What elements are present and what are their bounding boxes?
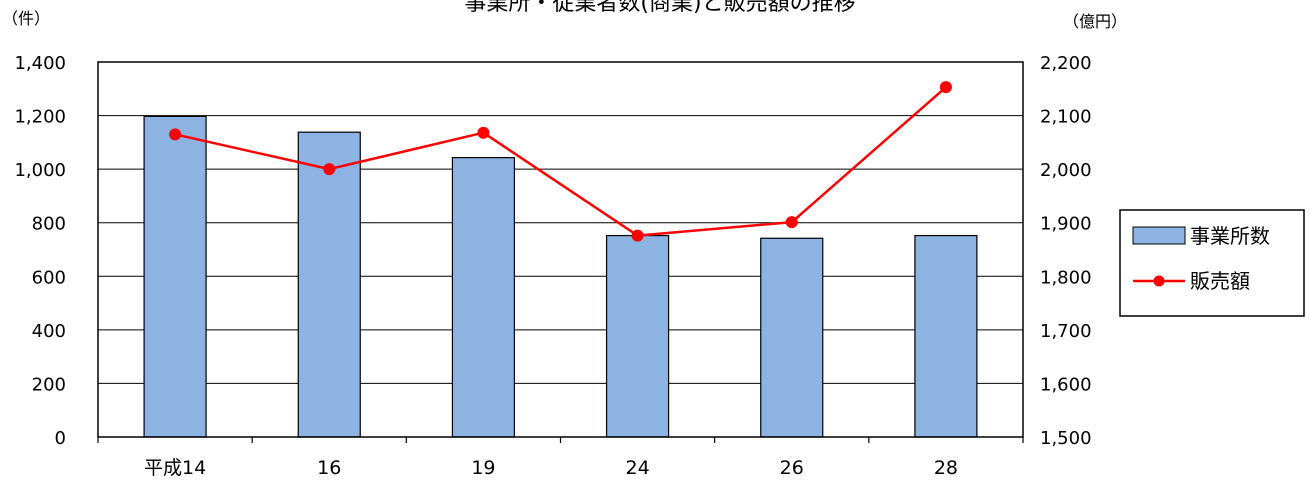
line-point — [785, 216, 798, 229]
bar — [297, 131, 361, 438]
y-right-tick-label: 1,900 — [1040, 214, 1092, 235]
axes: 0 1,500 200 1,600 400 1,700 600 1,800 800 1,900 1,… — [14, 53, 1091, 479]
chart-title: 事業所・従業者数(商業)と販売額の推移 — [464, 0, 855, 16]
x-tick-label: 24 — [625, 457, 649, 479]
line-series — [169, 81, 952, 242]
y-right-tick-label: 1,700 — [1040, 321, 1092, 342]
x-tick-label: 16 — [317, 457, 341, 479]
y-left-tick-label: 600 — [32, 267, 66, 288]
legend-swatch-bar — [1132, 226, 1186, 245]
line-point — [477, 126, 490, 139]
y-left-tick-label: 1,400 — [14, 53, 66, 74]
y-right-tick-label: 2,000 — [1040, 160, 1092, 181]
right-axis-unit: （億円） — [1063, 12, 1127, 31]
y-right-tick-label: 1,500 — [1040, 428, 1092, 449]
line-point — [631, 229, 644, 242]
legend-label-line: 販売額 — [1190, 269, 1250, 293]
plot-frame — [97, 61, 1024, 438]
x-tick-label: 26 — [780, 457, 804, 479]
bar — [914, 234, 978, 438]
bar — [451, 157, 516, 438]
legend-swatch-marker — [1153, 275, 1165, 287]
y-right-tick-label: 1,600 — [1040, 374, 1092, 395]
x-tick-label: 平成14 — [144, 457, 206, 479]
y-right-tick-label: 1,800 — [1040, 267, 1092, 288]
y-right-tick-label: 2,100 — [1040, 107, 1092, 128]
bar — [605, 234, 670, 438]
x-tick-label: 28 — [934, 457, 958, 479]
bar — [143, 115, 207, 438]
line-point — [169, 128, 182, 141]
line-path — [174, 86, 947, 237]
legend-label-bar: 事業所数 — [1190, 224, 1270, 248]
y-right-tick-label: 2,200 — [1040, 53, 1092, 74]
y-left-tick-label: 400 — [32, 321, 66, 342]
line-point — [939, 81, 952, 94]
line-point — [323, 163, 336, 176]
y-left-tick-label: 800 — [32, 214, 66, 235]
grid — [98, 115, 1023, 384]
left-axis-unit: （件） — [2, 9, 50, 28]
y-left-tick-label: 1,200 — [14, 107, 66, 128]
bar — [760, 237, 824, 438]
legend: 事業所数 販売額 — [1119, 209, 1305, 317]
y-left-tick-label: 1,000 — [14, 160, 66, 181]
y-left-tick-label: 200 — [32, 374, 66, 395]
x-tick-label: 19 — [471, 457, 495, 479]
y-left-tick-label: 0 — [55, 428, 66, 449]
